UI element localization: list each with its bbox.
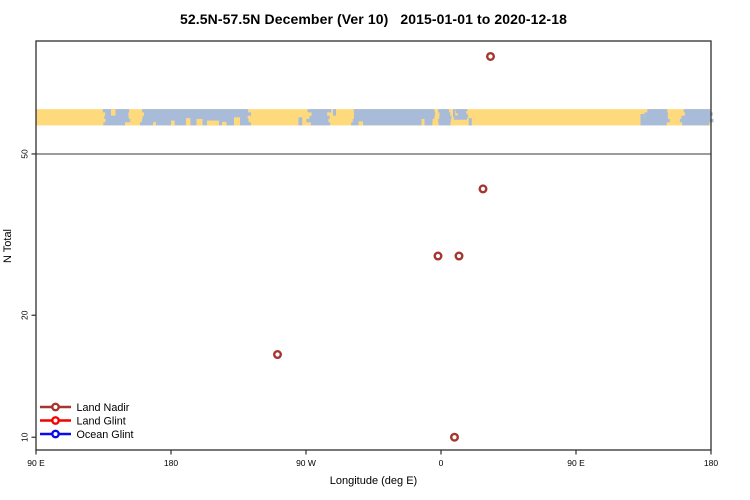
- y-axis-title: N Total: [2, 228, 14, 264]
- land-speckle: [234, 117, 240, 126]
- land-speckle: [358, 121, 363, 126]
- data-point: [454, 251, 464, 261]
- land-speckle: [207, 120, 219, 126]
- ocean-segment: [679, 109, 714, 126]
- land-speckle: [186, 118, 191, 126]
- ocean-speckle: [333, 109, 336, 116]
- legend-marker: [51, 416, 60, 425]
- legend-label: Land Nadir: [77, 402, 130, 414]
- data-point: [273, 350, 283, 360]
- ocean-segment: [453, 109, 469, 120]
- ocean-speckle: [453, 109, 456, 118]
- ocean-segment: [351, 109, 436, 126]
- chart-title: 52.5N-57.5N December (Ver 10) 2015-01-01…: [180, 11, 567, 27]
- plot-border: [35, 40, 712, 451]
- x-tick-label: 90 W: [296, 458, 316, 468]
- ocean-segment: [438, 109, 452, 126]
- x-tick-label: 180: [704, 458, 718, 468]
- map-band: [36, 109, 714, 126]
- data-point: [486, 51, 496, 61]
- land-speckle: [171, 120, 175, 126]
- data-point: [478, 184, 488, 194]
- x-tick-label: 90 E: [27, 458, 45, 468]
- land-speckle: [421, 118, 425, 126]
- land-speckle: [222, 121, 227, 126]
- y-tick-label: 50: [20, 149, 30, 159]
- x-tick-label: 180: [164, 458, 178, 468]
- legend-marker: [51, 402, 60, 412]
- ocean-segment: [140, 109, 251, 126]
- y-tick-label: 10: [20, 432, 30, 442]
- data-point: [433, 251, 443, 261]
- ocean-segment: [643, 109, 670, 126]
- x-tick-label: 90 E: [567, 458, 585, 468]
- legend-marker: [51, 429, 60, 439]
- ocean-speckle: [468, 118, 472, 126]
- land-speckle: [196, 118, 203, 126]
- ocean-speckle: [640, 114, 645, 126]
- ocean-speckle: [298, 117, 303, 126]
- x-axis-title: Longitude (deg E): [329, 475, 418, 487]
- ocean-segment: [102, 109, 131, 126]
- legend-label: Ocean Glint: [77, 429, 134, 441]
- land-speckle: [111, 109, 116, 116]
- x-tick-label: 0: [439, 458, 444, 468]
- ocean-segment: [306, 109, 332, 126]
- y-tick-label: 20: [20, 310, 30, 320]
- legend-label: Land Glint: [77, 415, 126, 427]
- land-speckle: [153, 122, 156, 126]
- data-point: [450, 432, 460, 442]
